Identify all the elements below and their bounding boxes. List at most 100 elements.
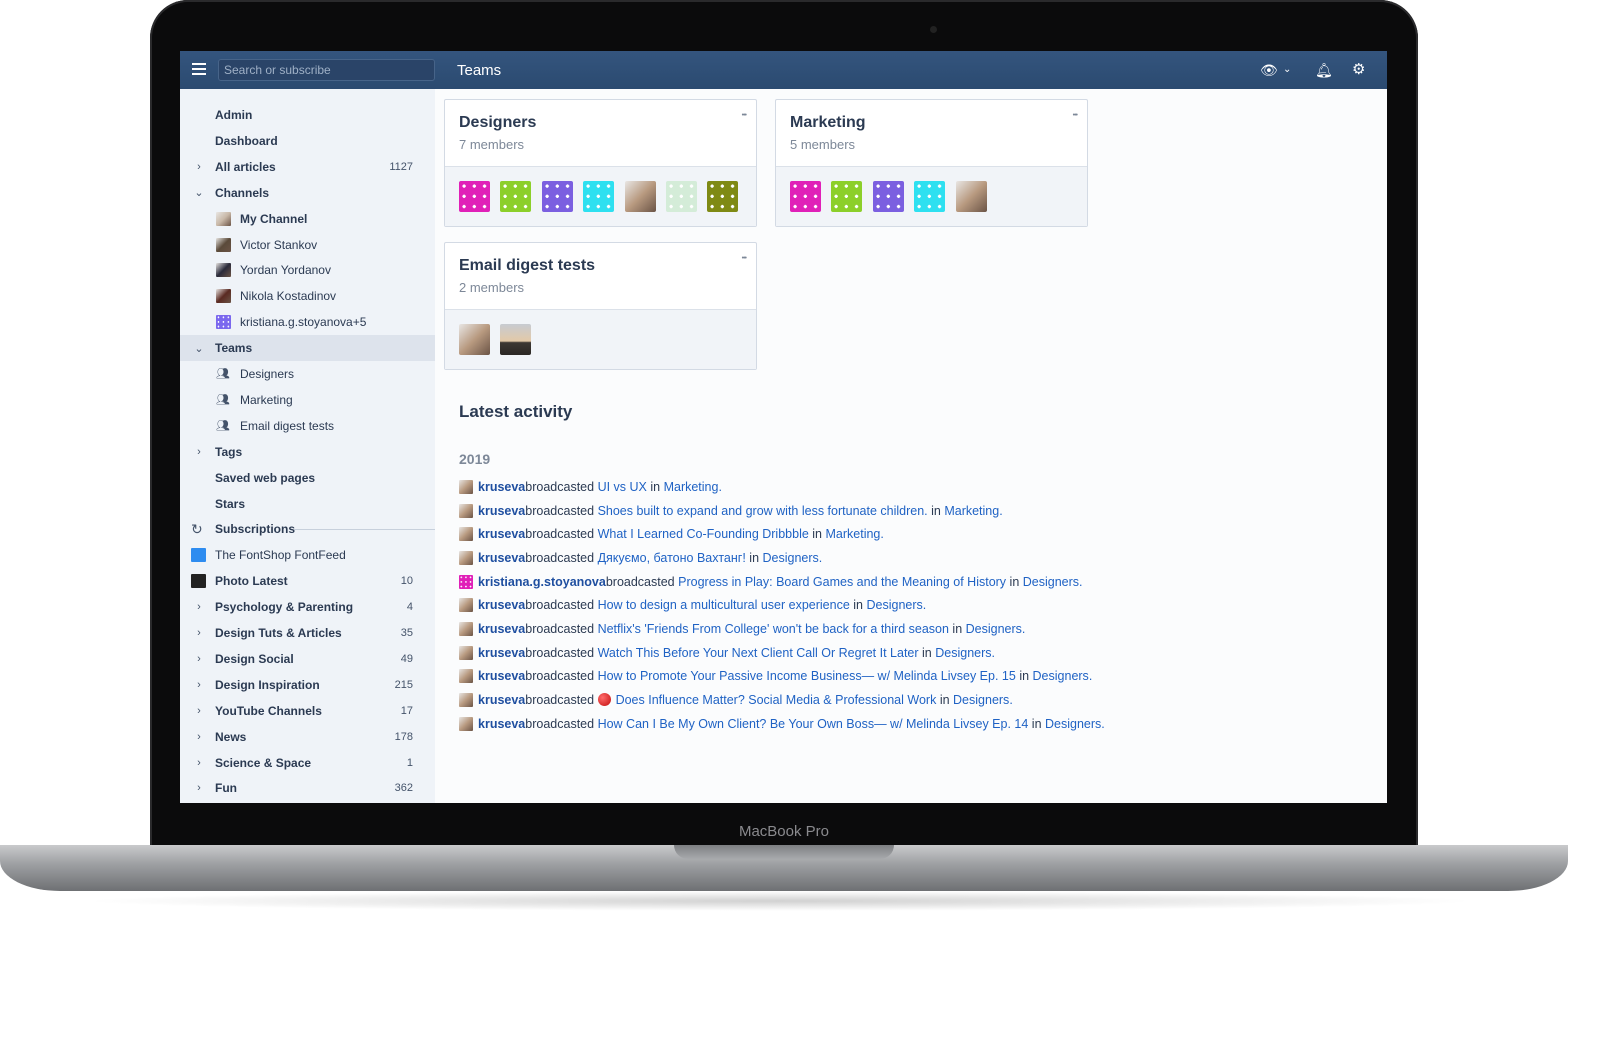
member-avatar[interactable] xyxy=(541,181,573,212)
member-avatar[interactable] xyxy=(624,181,656,212)
sidebar-item[interactable]: › Design Social 49 xyxy=(180,646,435,672)
activity-article-link[interactable]: Дякуємо, батоно Вахтанг! xyxy=(597,550,746,565)
chevron-right-icon[interactable]: › xyxy=(197,704,201,717)
user-avatar[interactable] xyxy=(459,527,473,542)
sidebar-item[interactable]: Stars xyxy=(180,491,435,517)
activity-team-link[interactable]: Designers xyxy=(965,621,1022,636)
activity-article-link[interactable]: Progress in Play: Board Games and the Me… xyxy=(678,574,1007,589)
team-name[interactable]: Designers xyxy=(459,114,537,131)
activity-user-link[interactable]: kruseva xyxy=(478,527,526,542)
member-avatar[interactable] xyxy=(583,181,615,212)
user-avatar[interactable] xyxy=(459,503,473,518)
activity-team-link[interactable]: Designers xyxy=(1045,716,1102,731)
search-input[interactable] xyxy=(218,59,435,81)
activity-team-link[interactable]: Designers xyxy=(1022,574,1080,589)
chevron-right-icon[interactable]: › xyxy=(197,445,201,458)
chevron-down-icon[interactable]: ⌄ xyxy=(1283,64,1292,75)
activity-article-link[interactable]: Watch This Before Your Next Client Call … xyxy=(597,645,919,660)
activity-article-link[interactable]: How to design a multicultural user exper… xyxy=(597,598,850,613)
sidebar-item[interactable]: My Channel xyxy=(180,206,435,232)
user-avatar[interactable] xyxy=(459,645,473,660)
member-avatar[interactable] xyxy=(707,181,739,212)
sidebar-item[interactable]: Admin xyxy=(180,102,435,128)
member-avatar[interactable] xyxy=(790,181,821,212)
user-avatar[interactable] xyxy=(459,692,473,707)
activity-article-link[interactable]: Netflix's 'Friends From College' won't b… xyxy=(597,621,949,636)
activity-user-link[interactable]: kruseva xyxy=(478,621,526,636)
sidebar-item[interactable]: ⌄ Channels xyxy=(180,180,435,206)
sidebar-item[interactable]: 👥︎ Marketing xyxy=(180,387,435,413)
more-options-icon[interactable]: ••• xyxy=(1072,112,1078,119)
activity-team-link[interactable]: Designers xyxy=(953,692,1010,707)
chevron-right-icon[interactable]: › xyxy=(197,160,201,173)
bell-icon[interactable]: 🔔︎ xyxy=(1315,62,1333,78)
activity-user-link[interactable]: kruseva xyxy=(478,645,526,660)
team-card[interactable]: Designers 7 members ••• xyxy=(444,99,757,227)
sidebar-item[interactable]: › Design Inspiration 215 xyxy=(180,672,435,698)
more-options-icon[interactable]: ••• xyxy=(741,112,747,119)
activity-article-link[interactable]: Shoes built to expand and grow with less… xyxy=(597,503,928,518)
activity-user-link[interactable]: kristiana.g.stoyanova xyxy=(478,574,606,589)
sidebar-item[interactable]: Dashboard xyxy=(180,128,435,154)
chevron-right-icon[interactable]: › xyxy=(197,652,201,665)
menu-icon[interactable] xyxy=(192,63,206,75)
chevron-right-icon[interactable]: › xyxy=(197,678,201,691)
sidebar-item[interactable]: ↻ Subscriptions xyxy=(180,516,435,542)
chevron-right-icon[interactable]: › xyxy=(197,627,201,639)
user-avatar[interactable] xyxy=(459,550,473,565)
activity-team-link[interactable]: Marketing xyxy=(663,480,719,494)
activity-user-link[interactable]: kruseva xyxy=(478,598,526,613)
activity-user-link[interactable]: kruseva xyxy=(478,669,526,684)
member-avatar[interactable] xyxy=(459,324,490,355)
chevron-right-icon[interactable]: › xyxy=(197,782,201,795)
activity-article-link[interactable]: UI vs UX xyxy=(597,480,647,494)
member-avatar[interactable] xyxy=(831,181,863,212)
activity-team-link[interactable]: Designers xyxy=(1032,669,1089,684)
sidebar-item[interactable]: › All articles 1127 xyxy=(180,154,435,180)
activity-user-link[interactable]: kruseva xyxy=(478,550,526,565)
user-avatar[interactable] xyxy=(459,716,473,731)
sidebar-item[interactable]: Yordan Yordanov xyxy=(180,257,435,283)
member-avatar[interactable] xyxy=(500,324,532,355)
sidebar-item[interactable]: › Psychology & Parenting 4 xyxy=(180,594,435,620)
sidebar-item[interactable]: › Design Tuts & Articles 35 xyxy=(180,620,435,646)
activity-team-link[interactable]: Marketing xyxy=(825,527,881,542)
sidebar-item[interactable]: 👥︎ Designers xyxy=(180,361,435,387)
sidebar-item[interactable]: Nikola Kostadinov xyxy=(180,283,435,309)
sidebar-item[interactable]: Saved web pages xyxy=(180,465,435,491)
activity-user-link[interactable]: kruseva xyxy=(478,716,526,731)
team-card[interactable]: Marketing 5 members ••• xyxy=(775,99,1088,227)
member-avatar[interactable] xyxy=(914,181,946,212)
activity-user-link[interactable]: kruseva xyxy=(478,480,526,494)
activity-article-link[interactable]: How to Promote Your Passive Income Busin… xyxy=(597,669,1016,684)
member-avatar[interactable] xyxy=(872,181,904,212)
activity-team-link[interactable]: Designers xyxy=(935,645,992,660)
member-avatar[interactable] xyxy=(500,181,532,212)
sidebar-item[interactable]: Photo Latest 10 xyxy=(180,568,435,594)
chevron-right-icon[interactable]: › xyxy=(197,730,201,743)
team-name[interactable]: Marketing xyxy=(790,114,866,131)
activity-article-link[interactable]: How Can I Be My Own Client? Be Your Own … xyxy=(597,716,1029,731)
team-name[interactable]: Email digest tests xyxy=(459,257,596,274)
member-avatar[interactable] xyxy=(955,181,987,212)
gear-icon[interactable]: ⚙ xyxy=(1352,61,1366,78)
sidebar-item[interactable]: › YouTube Channels 17 xyxy=(180,698,435,724)
sidebar-item[interactable]: › Tags xyxy=(180,439,435,465)
more-options-icon[interactable]: ••• xyxy=(741,255,747,262)
activity-team-link[interactable]: Designers xyxy=(866,598,923,613)
user-avatar[interactable] xyxy=(459,598,473,613)
sidebar-item[interactable]: 👥︎ Email digest tests xyxy=(180,413,435,439)
sidebar-item[interactable]: Victor Stankov xyxy=(180,232,435,258)
member-avatar[interactable] xyxy=(666,181,697,212)
activity-article-link[interactable]: Does Influence Matter? Social Media & Pr… xyxy=(615,692,937,707)
sidebar-item[interactable]: › News 178 xyxy=(180,724,435,750)
activity-user-link[interactable]: kruseva xyxy=(478,503,526,518)
activity-team-link[interactable]: Designers xyxy=(762,550,819,565)
user-avatar[interactable] xyxy=(459,480,473,494)
sidebar-item[interactable]: › Science & Space 1 xyxy=(180,750,435,776)
chevron-right-icon[interactable]: › xyxy=(197,756,201,769)
user-avatar[interactable] xyxy=(459,621,473,636)
user-avatar[interactable] xyxy=(459,669,473,684)
activity-team-link[interactable]: Marketing xyxy=(944,503,1000,518)
sidebar-item[interactable]: kristiana.g.stoyanova+5 xyxy=(180,309,435,335)
